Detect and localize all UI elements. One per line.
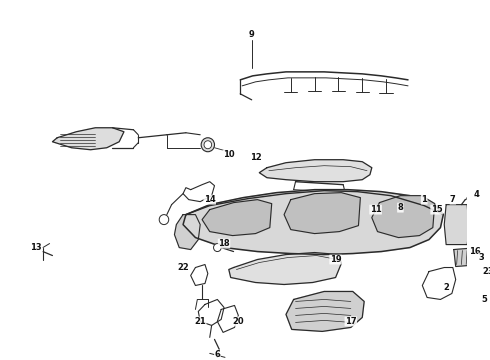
Polygon shape bbox=[286, 292, 364, 332]
Text: 16: 16 bbox=[469, 247, 481, 256]
Text: 18: 18 bbox=[218, 239, 230, 248]
Polygon shape bbox=[454, 248, 481, 266]
Text: 19: 19 bbox=[330, 255, 342, 264]
Text: 3: 3 bbox=[479, 253, 484, 262]
Text: 14: 14 bbox=[204, 195, 216, 204]
Polygon shape bbox=[183, 190, 443, 255]
Polygon shape bbox=[229, 253, 342, 284]
Polygon shape bbox=[259, 160, 372, 182]
Text: 10: 10 bbox=[223, 150, 235, 159]
Circle shape bbox=[201, 138, 215, 152]
Polygon shape bbox=[174, 215, 200, 249]
Text: 15: 15 bbox=[431, 205, 442, 214]
Circle shape bbox=[159, 215, 169, 225]
Text: 12: 12 bbox=[249, 153, 261, 162]
Text: 17: 17 bbox=[345, 317, 357, 326]
Text: 22: 22 bbox=[177, 263, 189, 272]
Text: 6: 6 bbox=[215, 350, 220, 359]
Text: 2: 2 bbox=[443, 283, 449, 292]
Polygon shape bbox=[444, 204, 469, 244]
Circle shape bbox=[204, 141, 212, 149]
Text: 5: 5 bbox=[481, 295, 487, 304]
Polygon shape bbox=[202, 200, 271, 235]
Text: 21: 21 bbox=[195, 317, 206, 326]
Polygon shape bbox=[52, 128, 124, 150]
Text: 20: 20 bbox=[233, 317, 244, 326]
Text: 4: 4 bbox=[474, 190, 480, 199]
Text: 13: 13 bbox=[30, 243, 42, 252]
Text: 1: 1 bbox=[421, 195, 427, 204]
Text: 8: 8 bbox=[397, 203, 403, 212]
Polygon shape bbox=[319, 190, 342, 200]
Text: 7: 7 bbox=[450, 195, 456, 204]
Polygon shape bbox=[372, 195, 435, 238]
Text: 23: 23 bbox=[482, 267, 490, 276]
Polygon shape bbox=[284, 193, 360, 234]
Text: 9: 9 bbox=[249, 31, 255, 40]
Circle shape bbox=[214, 244, 221, 252]
Text: 11: 11 bbox=[370, 205, 382, 214]
